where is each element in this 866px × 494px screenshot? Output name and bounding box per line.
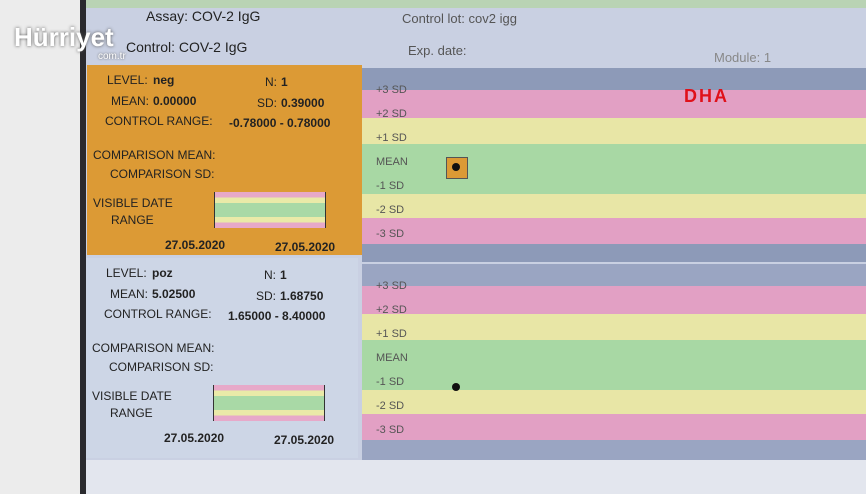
sd-band: [362, 340, 866, 390]
sd-label: MEAN: [376, 352, 408, 364]
levey-jennings-chart-poz: +3 SD +2 SD +1 SD MEAN -1 SD -2 SD -3 SD: [362, 264, 866, 460]
sd-band: [362, 194, 866, 218]
visible-date-label-2: RANGE: [111, 213, 154, 227]
sd-band: [362, 286, 866, 314]
hurriyet-logo: Hürriyet: [14, 22, 114, 52]
date-from: 27.05.2020: [165, 238, 226, 252]
module-value: 1: [763, 50, 772, 65]
sd-band: [362, 314, 866, 340]
module-label: Module:: [714, 50, 761, 65]
assay-field: Assay: COV-2 IgG: [146, 8, 260, 24]
sd-label: +3 SD: [376, 280, 407, 292]
n-value: 1: [281, 75, 288, 89]
sd-value: 0.39000: [281, 96, 325, 110]
assay-label: Assay:: [146, 8, 189, 24]
sd-label: +2 SD: [376, 304, 407, 316]
visible-date-range-slider[interactable]: [213, 385, 325, 421]
sd-band: [362, 414, 866, 440]
levey-jennings-chart-neg: +3 SD +2 SD +1 SD MEAN -1 SD -2 SD -3 SD: [362, 68, 866, 262]
sd-label: -2 SD: [376, 400, 405, 412]
date-to: 27.05.2020: [275, 240, 336, 254]
sd-label: +2 SD: [376, 108, 407, 120]
control-range-label: CONTROL RANGE:: [104, 307, 212, 321]
sd-band: [362, 218, 866, 244]
sd-label: SD:: [256, 289, 277, 303]
control-lot-value: cov2 igg: [468, 11, 517, 26]
monitor-edge: [80, 0, 86, 494]
control-label: Control:: [126, 39, 176, 55]
sd-band: [362, 90, 866, 118]
comparison-mean-label: COMPARISON MEAN:: [92, 341, 215, 355]
control-panel-neg[interactable]: LEVEL: neg N: 1 MEAN: 0.00000 SD: 0.39000 CONTRO…: [87, 65, 362, 255]
comparison-sd-label: COMPARISON SD:: [110, 167, 215, 181]
mean-label: MEAN:: [111, 94, 150, 108]
qc-data-point[interactable]: [452, 383, 460, 391]
n-value: 1: [280, 268, 287, 282]
level-value: neg: [153, 73, 175, 87]
level-label: LEVEL:: [107, 73, 148, 87]
hurriyet-logo-sub: com.tr: [98, 51, 126, 62]
dha-logo: DHA: [684, 86, 729, 106]
sd-label: +1 SD: [376, 132, 407, 144]
module-field: Module: 1: [714, 50, 771, 65]
sd-label: SD:: [257, 96, 278, 110]
sd-band: [362, 118, 866, 144]
visible-date-label-1: VISIBLE DATE: [92, 389, 172, 403]
mean-value: 0.00000: [153, 94, 197, 108]
level-value: poz: [152, 266, 173, 280]
sd-label: MEAN: [376, 156, 408, 168]
control-value: COV-2 IgG: [178, 39, 248, 55]
sd-label: -1 SD: [376, 376, 405, 388]
date-to: 27.05.2020: [274, 433, 335, 447]
qc-data-point[interactable]: [452, 163, 460, 171]
sd-band: [362, 144, 866, 194]
sd-label: -2 SD: [376, 204, 405, 216]
control-range-label: CONTROL RANGE:: [105, 114, 213, 128]
mean-label: MEAN:: [110, 287, 149, 301]
sd-value: 1.68750: [280, 289, 324, 303]
exp-date-label: Exp. date:: [408, 43, 467, 58]
control-lot-field: Control lot: cov2 igg: [402, 11, 517, 26]
sd-band: [362, 390, 866, 414]
control-panel-poz[interactable]: LEVEL: poz N: 1 MEAN: 5.02500 SD: 1.68750 CONTRO…: [86, 258, 358, 458]
sd-label: -3 SD: [376, 228, 405, 240]
visible-date-label-2: RANGE: [110, 406, 153, 420]
visible-date-range-slider[interactable]: [214, 192, 326, 228]
monitor-bezel: [0, 0, 80, 494]
bottom-bar: [86, 460, 866, 494]
sd-label: +3 SD: [376, 84, 407, 96]
sd-label: -1 SD: [376, 180, 405, 192]
control-range-value: -0.78000 - 0.78000: [229, 116, 331, 130]
mean-value: 5.02500: [152, 287, 196, 301]
comparison-mean-label: COMPARISON MEAN:: [93, 148, 216, 162]
level-label: LEVEL:: [106, 266, 147, 280]
date-from: 27.05.2020: [164, 431, 225, 445]
top-strip: [86, 0, 866, 8]
control-lot-label: Control lot:: [402, 11, 465, 26]
sd-label: +1 SD: [376, 328, 407, 340]
n-label: N:: [265, 75, 277, 89]
n-label: N:: [264, 268, 276, 282]
control-range-value: 1.65000 - 8.40000: [228, 309, 326, 323]
visible-date-label-1: VISIBLE DATE: [93, 196, 173, 210]
assay-value: COV-2 IgG: [191, 8, 261, 24]
comparison-sd-label: COMPARISON SD:: [109, 360, 214, 374]
control-field: Control: COV-2 IgG: [126, 39, 247, 55]
sd-label: -3 SD: [376, 424, 405, 436]
